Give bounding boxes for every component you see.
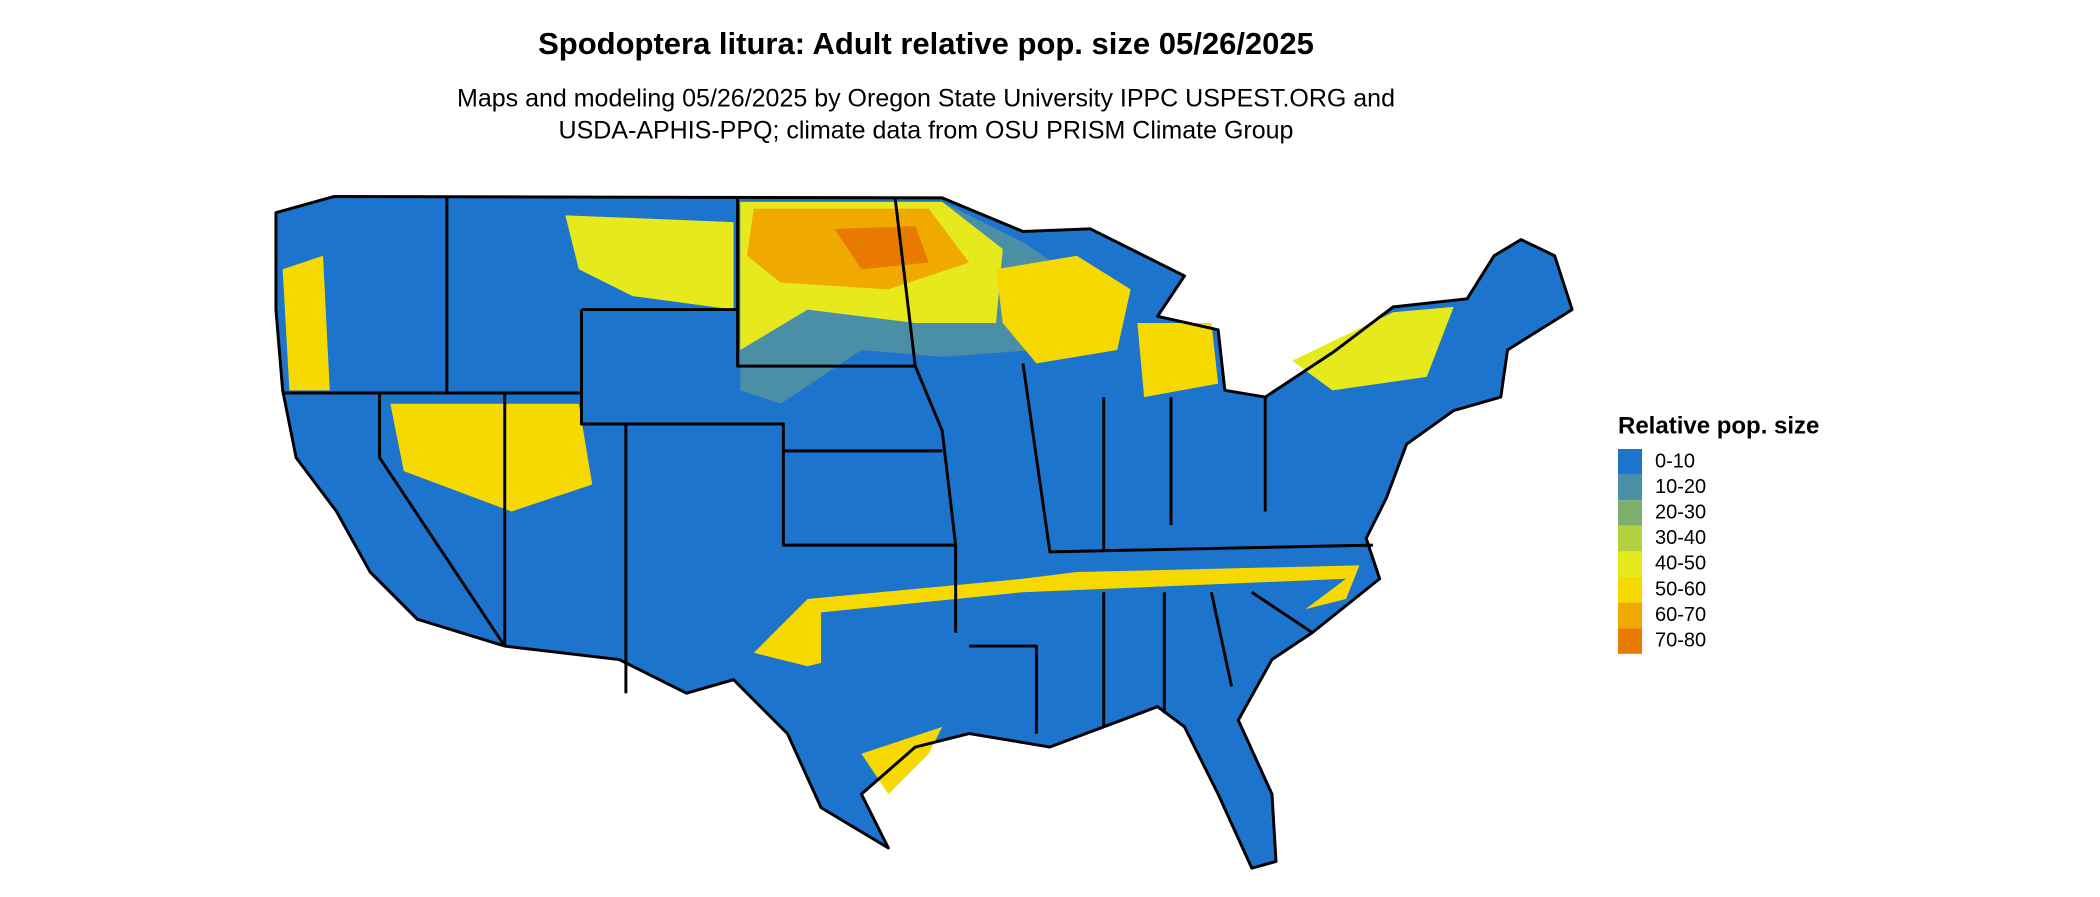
legend-label: 70-80 bbox=[1655, 629, 1706, 651]
legend-label: 20-30 bbox=[1655, 501, 1706, 523]
legend-swatch bbox=[1618, 577, 1642, 603]
zone bbox=[282, 255, 330, 391]
map-subtitle: Maps and modeling 05/26/2025 by Oregon S… bbox=[457, 85, 1395, 113]
border bbox=[274, 195, 1574, 870]
legend-label: 60-70 bbox=[1655, 604, 1706, 626]
zone bbox=[565, 215, 734, 310]
us-map bbox=[274, 195, 1574, 870]
map-title: Spodoptera litura: Adult relative pop. s… bbox=[538, 26, 1314, 61]
legend-label: 10-20 bbox=[1655, 476, 1706, 498]
legend-label: 40-50 bbox=[1655, 553, 1706, 575]
zone bbox=[834, 226, 929, 270]
zone bbox=[1292, 306, 1454, 391]
legend-swatch bbox=[1618, 500, 1642, 526]
legend-swatch bbox=[1618, 474, 1642, 501]
legend-swatch bbox=[1618, 551, 1642, 577]
legend-title: Relative pop. size bbox=[1618, 412, 1819, 439]
legend-swatch bbox=[1618, 628, 1642, 654]
legend-label: 50-60 bbox=[1655, 578, 1706, 600]
legend: 0-10 10-20 20-30 30-40 40-50 50-60 60-70 70-80 bbox=[1618, 449, 1706, 654]
zone bbox=[996, 255, 1131, 364]
legend-label: 0-10 bbox=[1655, 450, 1695, 472]
legend-swatch bbox=[1618, 449, 1642, 475]
zone bbox=[390, 403, 593, 512]
legend-label: 30-40 bbox=[1655, 527, 1706, 549]
state-line bbox=[282, 197, 1373, 734]
legend-swatch bbox=[1618, 602, 1642, 629]
map-subtitle: USDA-APHIS-PPQ; climate data from OSU PR… bbox=[559, 117, 1294, 145]
zone bbox=[1137, 323, 1219, 398]
legend-swatch bbox=[1618, 525, 1642, 552]
